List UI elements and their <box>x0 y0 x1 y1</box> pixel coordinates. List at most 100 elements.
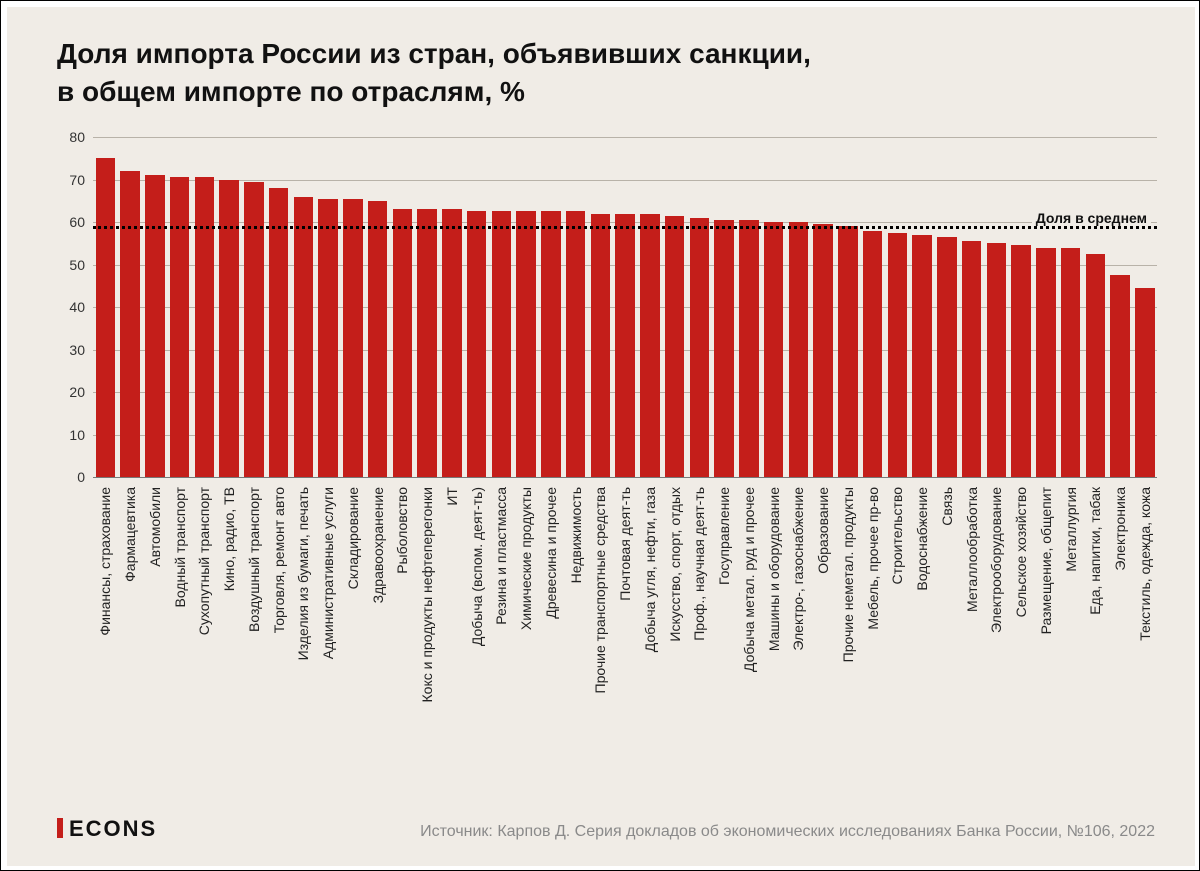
bar-slot <box>489 137 514 477</box>
bar <box>393 209 412 477</box>
bar-slot <box>1009 137 1034 477</box>
average-label: Доля в среднем <box>1032 210 1151 226</box>
x-axis-category: Кино, радио, ТВ <box>221 487 237 591</box>
bar <box>541 211 560 477</box>
x-axis-category: Электрооборудование <box>988 487 1004 633</box>
bar-slot <box>1083 137 1108 477</box>
bar <box>912 235 931 477</box>
x-axis-category: Электро-, газоснабжение <box>790 487 806 651</box>
x-axis-category: Сельское хозяйство <box>1013 487 1029 617</box>
bar-slot <box>118 137 143 477</box>
bar <box>1086 254 1105 477</box>
bar <box>739 220 758 477</box>
bar-slot <box>1034 137 1059 477</box>
bar-slot <box>613 137 638 477</box>
bar-slot <box>761 137 786 477</box>
bar-slot <box>860 137 885 477</box>
x-axis-category: Рыболовство <box>394 487 410 574</box>
bar-slot <box>440 137 465 477</box>
y-axis-label: 30 <box>55 342 85 358</box>
bar <box>937 237 956 477</box>
bar-slot <box>242 137 267 477</box>
x-axis-category: Складирование <box>345 487 361 589</box>
bar <box>764 222 783 477</box>
bar-slot <box>687 137 712 477</box>
bar-slot <box>291 137 316 477</box>
bar-slot <box>786 137 811 477</box>
x-axis-category: Фармацевтика <box>122 487 138 582</box>
bar-slot <box>885 137 910 477</box>
x-axis-category: Добыча метал. руд и прочее <box>741 487 757 672</box>
bar <box>120 171 139 477</box>
bar <box>442 209 461 477</box>
x-axis-category: Связь <box>939 487 955 526</box>
bar-slot <box>984 137 1009 477</box>
x-axis-category: Сухопутный транспорт <box>196 487 212 635</box>
grid-line <box>93 477 1157 478</box>
bar <box>417 209 436 477</box>
bar-slot <box>266 137 291 477</box>
bar-slot <box>588 137 613 477</box>
x-axis-category: Металлообработка <box>964 487 980 612</box>
bar <box>591 214 610 478</box>
bar-slot <box>217 137 242 477</box>
bar <box>1011 245 1030 477</box>
plot-area: Доля в среднем <box>93 137 1157 477</box>
logo-accent-bar <box>57 818 63 838</box>
bar-slot <box>341 137 366 477</box>
y-axis-label: 70 <box>55 172 85 188</box>
bar <box>516 211 535 477</box>
x-axis-category: Автомобили <box>147 487 163 567</box>
x-axis-category: Проф., научная деят-ть <box>691 487 707 641</box>
bar-slot <box>514 137 539 477</box>
x-axis-category: Торговля, ремонт авто <box>271 487 287 633</box>
bar <box>1135 288 1154 477</box>
bar-slot <box>638 137 663 477</box>
logo: ECONS <box>57 816 157 842</box>
x-axis-category: Текстиль, одежда, кожа <box>1137 487 1153 641</box>
x-axis-category: Мебель, прочее пр-во <box>865 487 881 630</box>
bar <box>294 197 313 478</box>
y-axis-label: 40 <box>55 299 85 315</box>
bar-slot <box>316 137 341 477</box>
bar <box>690 218 709 477</box>
bar <box>1061 248 1080 478</box>
x-axis-category: Химические продукты <box>518 487 534 630</box>
bar <box>170 177 189 477</box>
x-axis-category: Административные услуги <box>320 487 336 659</box>
bar <box>96 158 115 477</box>
bar-slot <box>737 137 762 477</box>
bar-slot <box>662 137 687 477</box>
x-axis-category: Изделия из бумаги, печать <box>295 487 311 660</box>
bar-slot <box>563 137 588 477</box>
bar <box>888 233 907 477</box>
bar-slot <box>143 137 168 477</box>
footer: ECONS Источник: Карпов Д. Серия докладов… <box>57 816 1155 842</box>
x-axis-category: Размещение, общепит <box>1038 487 1054 634</box>
y-axis-label: 20 <box>55 384 85 400</box>
bar-slot <box>836 137 861 477</box>
bar-slot <box>192 137 217 477</box>
bar <box>368 201 387 477</box>
y-axis-label: 60 <box>55 214 85 230</box>
bar <box>1036 248 1055 478</box>
x-axis-category: Воздушный транспорт <box>246 487 262 632</box>
bar-slot <box>935 137 960 477</box>
bar <box>665 216 684 477</box>
bar <box>566 211 585 477</box>
bar <box>195 177 214 477</box>
bar-slot <box>464 137 489 477</box>
bar <box>838 226 857 477</box>
bar <box>343 199 362 477</box>
bar <box>1110 275 1129 477</box>
x-axis-category: Прочие неметал. продукты <box>840 487 856 662</box>
x-axis-category: Здравоохранение <box>370 487 386 603</box>
bar <box>492 211 511 477</box>
bar <box>318 199 337 477</box>
x-axis-category: Металлургия <box>1063 487 1079 572</box>
chart-title: Доля импорта России из стран, объявивших… <box>57 35 811 111</box>
y-axis-label: 80 <box>55 129 85 145</box>
bar-slot <box>365 137 390 477</box>
y-axis-label: 50 <box>55 257 85 273</box>
x-axis-category: Искусство, спорт, отдых <box>667 487 683 642</box>
